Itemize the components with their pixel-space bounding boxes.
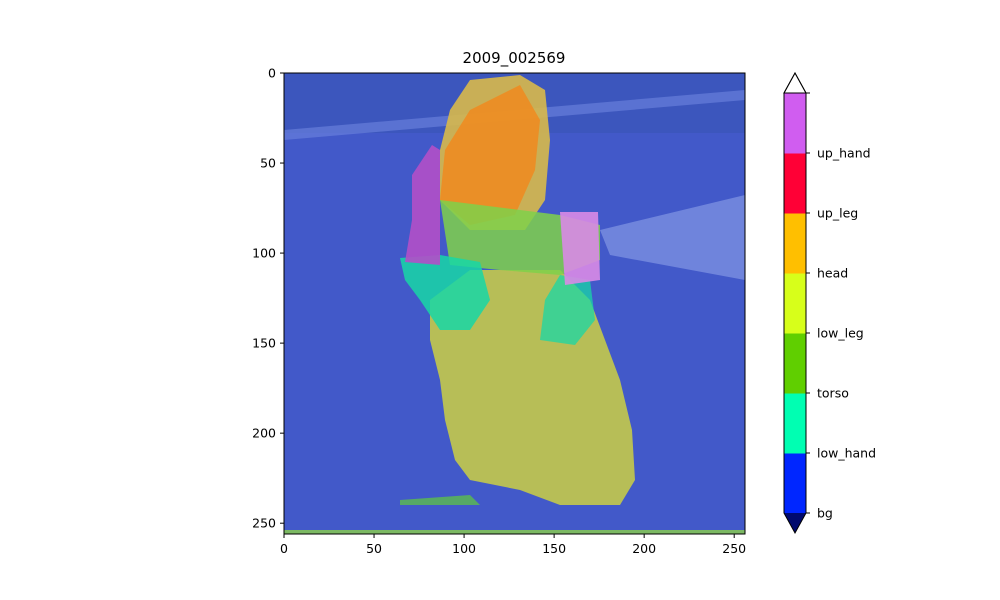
colorbar-label-bg: bg: [817, 506, 833, 521]
x-tick-label: 200: [632, 541, 656, 556]
x-tick-label: 50: [366, 541, 382, 556]
y-tick-label: 200: [252, 426, 276, 441]
region-up-hand: [405, 145, 440, 265]
colorbar-segment: [784, 93, 806, 154]
colorbar-segment: [784, 273, 806, 334]
colorbar-segment: [784, 153, 806, 214]
x-tick-label: 250: [722, 541, 746, 556]
plot-title: 2009_002569: [463, 49, 566, 68]
image-frame: [283, 72, 746, 535]
colorbar-segment: [784, 213, 806, 274]
bottom-strip: [284, 530, 745, 534]
y-tick-label: 0: [268, 66, 276, 81]
colorbar-segment: [784, 453, 806, 514]
colorbar-label-up-leg: up_leg: [817, 206, 858, 221]
x-tick-label: 150: [542, 541, 566, 556]
region-up-leg: [440, 85, 540, 225]
x-tick-label: 0: [280, 541, 288, 556]
region-torso: [440, 200, 600, 275]
colorbar-segment: [784, 333, 806, 394]
colorbar-label-low-hand: low_hand: [817, 446, 876, 461]
colorbar-label-low-leg: low_leg: [817, 326, 864, 341]
segmentation-image: [284, 73, 745, 534]
y-tick-label: 150: [252, 336, 276, 351]
track-curb: [600, 195, 745, 280]
region-low-hand: [400, 255, 490, 330]
y-tick-label: 100: [252, 246, 276, 261]
colorbar-label-torso: torso: [817, 386, 849, 401]
colorbar-label-head: head: [817, 266, 848, 281]
y-tick-label: 250: [252, 516, 276, 531]
region-low-hand-2: [540, 275, 595, 345]
x-axis: 0 50 100 150 200 250: [280, 534, 746, 556]
region-up-hand-2: [560, 212, 600, 285]
y-axis: 0 50 100 150 200 250: [252, 66, 284, 531]
y-tick-label: 50: [260, 156, 276, 171]
colorbar-segment: [784, 393, 806, 454]
colorbar-over-extension: [783, 71, 807, 94]
x-tick-label: 100: [452, 541, 476, 556]
colorbar: bg low_hand torso low_leg head up_leg up_hand: [783, 71, 876, 535]
colorbar-label-up-hand: up_hand: [817, 146, 871, 161]
shadow-specks: [400, 495, 480, 505]
colorbar-under-extension: [784, 513, 806, 533]
